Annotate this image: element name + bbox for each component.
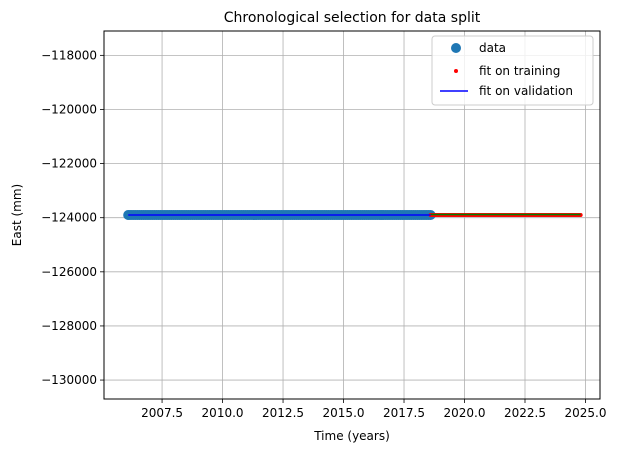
x-tick-label: 2017.5 [383, 406, 425, 420]
y-axis-label: East (mm) [10, 184, 24, 246]
x-tick-label: 2010.0 [202, 406, 244, 420]
y-tick-label: −124000 [41, 211, 97, 225]
y-tick-label: −128000 [41, 319, 97, 333]
legend: data fit on training fit on validation [431, 35, 594, 106]
y-tick-label: −120000 [41, 102, 97, 116]
x-tick-label: 2025.0 [564, 406, 606, 420]
legend-marker-data [451, 43, 461, 53]
x-tick-label: 2012.5 [262, 406, 304, 420]
legend-label-data: data [479, 41, 506, 55]
x-axis-label: Time (years) [313, 429, 390, 443]
y-tick-label: −130000 [41, 373, 97, 387]
x-tick-label: 2007.5 [141, 406, 183, 420]
y-tick-label: −122000 [41, 157, 97, 171]
legend-label-fit-on-validation: fit on validation [479, 84, 573, 98]
legend-box [431, 35, 594, 106]
x-tick-label: 2022.5 [504, 406, 546, 420]
y-tick-label: −126000 [41, 265, 97, 279]
axis-ticks: 2007.5 2010.0 2012.5 2015.0 2017.5 2020.0 2022… [41, 48, 606, 420]
y-tick-label: −118000 [41, 48, 97, 62]
chart-title: Chronological selection for data split [224, 10, 481, 26]
legend-label-fit-on-training: fit on training [479, 64, 560, 78]
plot-frame [103, 30, 601, 400]
plot-data [123, 210, 583, 220]
x-tick-label: 2015.0 [323, 406, 365, 420]
legend-marker-fit-on-training [454, 69, 458, 73]
x-tick-label: 2020.0 [444, 406, 486, 420]
